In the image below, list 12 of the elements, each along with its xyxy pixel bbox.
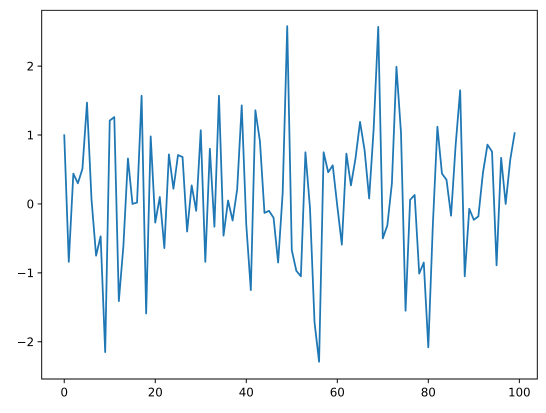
- x-tick-label: 60: [330, 388, 344, 397]
- y-tick-label: 0: [27, 200, 34, 208]
- x-tick-label: 0: [61, 388, 68, 397]
- x-tick-label: 40: [239, 388, 253, 397]
- x-tick-label: 20: [148, 388, 162, 397]
- y-tick-label: −1: [18, 268, 33, 278]
- x-tick-label: 100: [509, 388, 530, 397]
- x-tick-label: 80: [422, 388, 436, 397]
- y-tick-label: 2: [27, 62, 33, 70]
- y-tick-label: 1: [28, 130, 33, 140]
- line-series: [63, 25, 516, 363]
- y-tick-label: −2: [18, 337, 33, 346]
